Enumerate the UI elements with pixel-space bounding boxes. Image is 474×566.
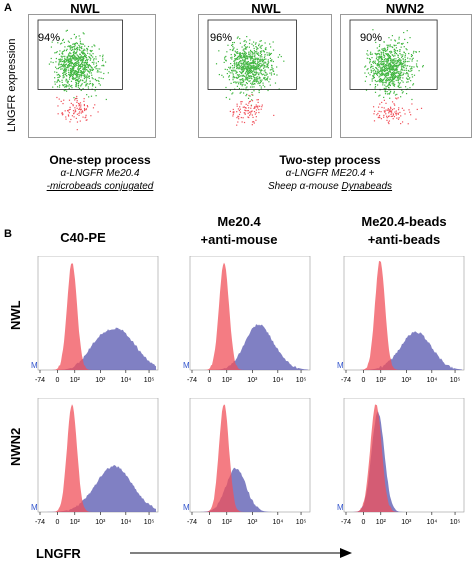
red-histogram — [192, 262, 308, 370]
tick-label: 10³ — [401, 519, 412, 526]
histogram-beads-nwl: M -74 0 10² 10³ 10⁴ 10⁵ — [336, 255, 466, 390]
marker-label: M — [31, 503, 38, 512]
tick-label: 10⁵ — [144, 519, 155, 526]
scatter-points — [364, 29, 424, 125]
tick-label: -74 — [341, 519, 351, 526]
tick-label: 10⁵ — [450, 519, 461, 526]
two-step-line2: Sheep α-mouse Dynabeads — [250, 181, 410, 192]
tick-label: 10⁴ — [272, 377, 283, 384]
tick-label: 10⁴ — [426, 377, 437, 384]
col-header-beads-l2: +anti-beads — [367, 232, 441, 247]
tick-label: 10⁵ — [450, 377, 461, 384]
gate-box — [207, 19, 297, 90]
blue-histogram — [346, 331, 462, 370]
tick-label: -74 — [341, 377, 351, 384]
tick-label: 10² — [70, 519, 81, 526]
plot-a2-title: NWL — [251, 1, 281, 16]
blue-histogram — [40, 464, 156, 512]
plot-a1-title: NWL — [70, 1, 100, 16]
red-histogram — [346, 260, 462, 370]
col-header-me20-l1: Me20.4 — [217, 214, 261, 229]
tick-label: 0 — [361, 519, 365, 526]
plot-a2-percent: 96% — [210, 32, 233, 44]
tick-label: 10⁵ — [296, 377, 307, 384]
x-axis-label: LNGFR — [36, 546, 81, 561]
marker-label: M — [31, 361, 38, 370]
red-histogram — [40, 263, 156, 370]
histogram-frame — [189, 397, 311, 513]
tick-label: 10² — [222, 519, 233, 526]
tick-label: 0 — [55, 519, 59, 526]
scatter-plot-3 — [340, 14, 472, 138]
one-step-title: One-step process — [49, 153, 151, 167]
tick-label: 10² — [222, 377, 233, 384]
one-step-line2: -microbeads conjugated — [46, 181, 154, 192]
two-step-line1: α-LNGFR ME20.4 + — [285, 168, 375, 179]
marker-label: M — [337, 503, 344, 512]
tick-label: 10⁴ — [120, 377, 131, 384]
tick-label: 10⁴ — [272, 519, 283, 526]
panel-a-ylabel: LNGFR expression — [6, 38, 18, 132]
blue-histogram — [192, 324, 308, 370]
plot-a3-title: NWN2 — [385, 1, 425, 16]
red-histogram — [40, 404, 156, 512]
scatter-frame — [340, 14, 472, 138]
tick-label: 10⁴ — [426, 519, 437, 526]
one-step-line1: α-LNGFR Me20.4 — [60, 168, 140, 179]
row-label-nwl: NWL — [8, 300, 23, 330]
tick-label: 10² — [376, 519, 387, 526]
scatter-plot-1 — [28, 14, 156, 138]
tick-label: -74 — [187, 519, 197, 526]
marker-label: M — [183, 361, 190, 370]
two-step-line2-pre: Sheep α-mouse — [267, 181, 342, 192]
tick-label: 10⁴ — [120, 519, 131, 526]
histogram-frame — [343, 397, 465, 513]
tick-label: 0 — [207, 519, 211, 526]
panel-b-label: B — [4, 228, 12, 240]
histogram-c40-nwl: M -74 0 10² 10³ 10⁴ 10⁵ — [30, 255, 160, 390]
col-header-c40: C40-PE — [60, 230, 106, 245]
blue-histogram — [40, 327, 156, 370]
col-header-me20-l2: +anti-mouse — [200, 232, 278, 247]
plot-a1-percent: 94% — [38, 32, 61, 44]
two-step-title: Two-step process — [279, 153, 381, 167]
tick-label: 10³ — [95, 377, 106, 384]
tick-label: -74 — [35, 377, 45, 384]
tick-label: -74 — [35, 519, 45, 526]
marker-label: M — [183, 503, 190, 512]
red-histogram — [192, 404, 308, 512]
tick-label: 10³ — [401, 377, 412, 384]
scatter-points — [215, 35, 285, 126]
tick-label: 0 — [207, 377, 211, 384]
histogram-me20-nwl: M -74 0 10² 10³ 10⁴ 10⁵ — [182, 255, 312, 390]
histogram-beads-nwn2: M -74 0 10² 10³ 10⁴ 10⁵ — [336, 397, 466, 532]
panel-a-label: A — [4, 2, 12, 14]
tick-label: 10² — [70, 377, 81, 384]
tick-label: 10³ — [247, 519, 258, 526]
scatter-frame — [28, 14, 156, 138]
histogram-c40-nwn2: M -74 0 10² 10³ 10⁴ 10⁵ — [30, 397, 160, 532]
tick-label: 10³ — [247, 377, 258, 384]
scatter-plot-2 — [198, 14, 332, 138]
tick-label: 10² — [376, 377, 387, 384]
gate-box — [349, 19, 438, 90]
tick-label: 0 — [361, 377, 365, 384]
tick-label: 10⁵ — [296, 519, 307, 526]
col-header-beads-l1: Me20.4-beads — [361, 214, 447, 229]
histogram-me20-nwn2: M -74 0 10² 10³ 10⁴ 10⁵ — [182, 397, 312, 532]
tick-label: 10³ — [95, 519, 106, 526]
x-axis-arrow — [130, 545, 360, 561]
tick-label: -74 — [187, 377, 197, 384]
plot-a3-percent: 90% — [360, 32, 383, 44]
scatter-points — [48, 29, 109, 131]
row-label-nwn2: NWN2 — [8, 427, 23, 466]
tick-label: 10⁵ — [144, 377, 155, 384]
gate-box — [37, 19, 123, 90]
red-histogram — [346, 404, 462, 512]
tick-label: 0 — [55, 377, 59, 384]
marker-label: M — [337, 361, 344, 370]
two-step-line2-u: Dynabeads — [341, 181, 393, 192]
